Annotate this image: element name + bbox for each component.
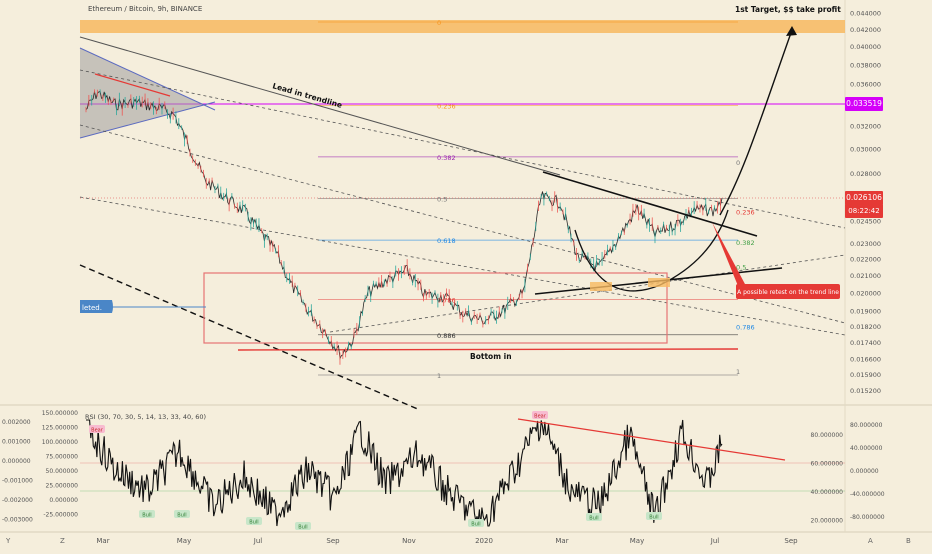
price-tick-2: 0.040000 bbox=[850, 43, 881, 51]
fib-right-label-0: 0 bbox=[736, 159, 740, 167]
bull-marker-2: Bull bbox=[249, 520, 258, 526]
magenta-price-label: 0.033519 bbox=[845, 97, 883, 111]
fib-right-label-5: 0.786 bbox=[736, 323, 755, 331]
target-annotation: 1st Target, $$ take profit bbox=[735, 5, 841, 14]
price-tick-17: 0.017400 bbox=[850, 339, 881, 347]
fib-left-label-7: 1 bbox=[437, 372, 441, 380]
symbol-title: Ethereum / Bitcoin, 9h, BINANCE bbox=[88, 5, 202, 13]
price-tick-14: 0.020000 bbox=[850, 289, 881, 297]
current-price-label: 0.026106 bbox=[845, 191, 883, 205]
price-tick-0: 0.044000 bbox=[850, 9, 881, 17]
price-tick-1: 0.042000 bbox=[850, 26, 881, 34]
price-tick-13: 0.021000 bbox=[850, 272, 881, 280]
bear-marker-0: Bear bbox=[91, 428, 104, 434]
time-tick-4: Nov bbox=[402, 537, 416, 545]
rsi-far-tick-0: 80.000000 bbox=[850, 422, 883, 429]
rsi-title: RSI (30, 70, 30, 5, 14, 13, 33, 40, 60) bbox=[85, 413, 206, 421]
price-tick-19: 0.015900 bbox=[850, 371, 881, 379]
price-tick-12: 0.022000 bbox=[850, 256, 881, 264]
rsi-mid-tick-5: 25.000000 bbox=[46, 483, 79, 490]
time-tick-8: Jul bbox=[710, 537, 720, 545]
fib-left-label-4: 0.618 bbox=[437, 237, 456, 245]
retest-callout-text: A possible retest on the trend line bbox=[737, 289, 839, 296]
rsi-mid-tick-4: 50.000000 bbox=[46, 468, 79, 475]
rsi-mid-tick-0: 150.000000 bbox=[42, 410, 78, 417]
rsi-right-tick-0: 80.000000 bbox=[811, 432, 844, 439]
price-tick-7: 0.030000 bbox=[850, 145, 881, 153]
price-tick-20: 0.015200 bbox=[850, 387, 881, 395]
time-tick-9: Sep bbox=[784, 537, 798, 545]
time-tick-0: Mar bbox=[96, 537, 109, 545]
time-tick-2: Jul bbox=[253, 537, 263, 545]
rsi-left-tick-4: -0.002000 bbox=[2, 497, 33, 504]
bull-marker-0: Bull bbox=[142, 513, 151, 519]
rsi-mid-tick-2: 100.000000 bbox=[42, 439, 78, 446]
bear-marker-1: Bear bbox=[534, 414, 547, 420]
retest-zone-a bbox=[590, 282, 612, 291]
rsi-mid-tick-7: -25.000000 bbox=[43, 512, 78, 519]
countdown-label: 08:22:42 bbox=[845, 204, 883, 218]
fib-left-label-6: 0.886 bbox=[437, 332, 456, 340]
bull-marker-5: Bull bbox=[589, 516, 598, 522]
retest-zone-b bbox=[648, 278, 670, 287]
bull-marker-4: Bull bbox=[471, 522, 480, 528]
fib-left-label-3: 0.5 bbox=[437, 196, 447, 204]
rsi-mid-tick-1: 125.000000 bbox=[42, 425, 78, 432]
rsi-right-tick-2: 40.000000 bbox=[811, 489, 844, 496]
bottom-left-z[interactable]: Z bbox=[60, 537, 65, 545]
bottom-left-y[interactable]: Y bbox=[5, 537, 11, 545]
fib-left-label-0: 0 bbox=[437, 19, 441, 27]
price-tick-8: 0.028000 bbox=[850, 170, 881, 178]
price-tick-11: 0.023000 bbox=[850, 240, 881, 248]
bull-marker-1: Bull bbox=[177, 513, 186, 519]
rsi-far-tick-1: 40.000000 bbox=[850, 445, 883, 452]
rsi-far-tick-2: 0.000000 bbox=[850, 468, 879, 475]
fib-right-label-6: 1 bbox=[736, 368, 740, 376]
fib-right-label-2: 0.382 bbox=[736, 239, 755, 247]
bottom-annotation: Bottom in bbox=[470, 352, 512, 361]
price-tick-15: 0.019000 bbox=[850, 308, 881, 316]
rsi-mid-tick-6: 0.000000 bbox=[49, 497, 78, 504]
price-tick-18: 0.016600 bbox=[850, 356, 881, 364]
rsi-right-tick-1: 60.000000 bbox=[811, 461, 844, 468]
bull-marker-3: Bull bbox=[298, 525, 307, 531]
rsi-far-tick-3: -40.000000 bbox=[850, 491, 885, 498]
rsi-left-tick-3: -0.001000 bbox=[2, 478, 33, 485]
bottom-right-a[interactable]: A bbox=[868, 537, 873, 545]
fib-right-label-1: 0.236 bbox=[736, 208, 755, 216]
fib-left-label-2: 0.382 bbox=[437, 154, 456, 162]
rsi-left-tick-0: 0.002000 bbox=[2, 419, 31, 426]
rsi-left-tick-2: 0.000000 bbox=[2, 458, 31, 465]
price-tick-4: 0.036000 bbox=[850, 81, 881, 89]
time-tick-1: May bbox=[177, 537, 191, 545]
bottom-support-line bbox=[238, 349, 738, 350]
price-tick-16: 0.018200 bbox=[850, 323, 881, 331]
time-tick-5: 2020 bbox=[475, 537, 493, 545]
bottom-right-b[interactable]: B bbox=[906, 537, 911, 545]
rsi-left-tick-1: 0.001000 bbox=[2, 439, 31, 446]
completed-label-text: leted. bbox=[82, 304, 102, 312]
rsi-left-tick-5: -0.003000 bbox=[2, 517, 33, 524]
price-tick-10: 0.024500 bbox=[850, 217, 881, 225]
rsi-far-tick-4: -80.000000 bbox=[850, 514, 885, 521]
price-tick-6: 0.032000 bbox=[850, 122, 881, 130]
bull-marker-6: Bull bbox=[649, 515, 658, 521]
rsi-mid-tick-3: 75.000000 bbox=[46, 454, 79, 461]
rsi-right-tick-3: 20.000000 bbox=[811, 518, 844, 525]
time-tick-3: Sep bbox=[326, 537, 340, 545]
price-tick-3: 0.038000 bbox=[850, 61, 881, 69]
time-tick-6: Mar bbox=[555, 537, 568, 545]
time-tick-7: May bbox=[630, 537, 644, 545]
